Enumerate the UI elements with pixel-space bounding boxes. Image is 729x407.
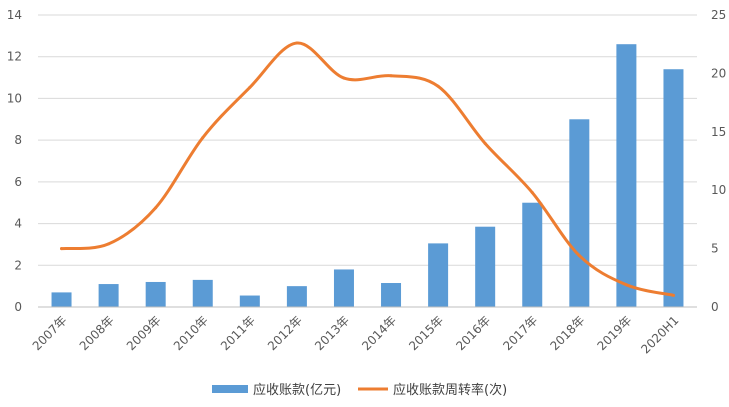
x-tick-label: 2020H1 (638, 313, 681, 356)
legend-label-line: 应收账款周转率(次) (393, 382, 507, 398)
right-tick-label: 15 (711, 125, 726, 139)
line-point (201, 136, 205, 140)
line-point (107, 242, 111, 246)
legend: 应收账款(亿元) 应收账款周转率(次) (212, 382, 507, 398)
line-point (60, 247, 64, 251)
x-tick-label: 2007年 (30, 313, 70, 353)
line-point (436, 84, 440, 88)
bar-series (51, 44, 684, 308)
legend-swatch-bar (212, 385, 248, 393)
x-tick-label: 2018年 (547, 313, 587, 353)
x-tick-label: 2011年 (218, 313, 258, 353)
line-path (60, 41, 675, 297)
line-point (483, 141, 487, 145)
bar (381, 283, 402, 307)
right-tick-label: 0 (711, 300, 719, 314)
x-tick-label: 2013年 (312, 313, 352, 353)
right-y-axis: 0 5 10 15 20 25 (711, 8, 726, 314)
x-axis: 2007年 2008年 2009年 2010年 2011年 2012年 2013年 2014年… (30, 306, 697, 356)
bar (522, 202, 543, 307)
line-point (248, 85, 252, 89)
gridlines (38, 14, 697, 308)
bar (192, 279, 213, 307)
left-tick-label: 8 (14, 133, 22, 147)
line-series (60, 41, 675, 297)
line-point (530, 191, 534, 195)
right-tick-label: 20 (711, 66, 726, 80)
x-tick-label: 2019年 (595, 313, 635, 353)
left-tick-label: 6 (14, 175, 22, 189)
right-tick-label: 5 (711, 242, 719, 256)
x-tick-label: 2014年 (359, 313, 399, 353)
bar (475, 226, 496, 307)
x-tick-label: 2015年 (406, 313, 446, 353)
bar (145, 281, 166, 307)
bar (333, 269, 354, 307)
x-tick-label: 2010年 (171, 313, 211, 353)
left-tick-label: 4 (14, 217, 22, 231)
left-tick-label: 2 (14, 258, 22, 272)
legend-label-bar: 应收账款(亿元) (253, 382, 341, 398)
x-tick-label: 2016年 (453, 313, 493, 353)
line-point (671, 293, 675, 297)
left-tick-label: 10 (7, 91, 22, 105)
line-point (389, 74, 393, 78)
bar (569, 119, 590, 308)
line-point (577, 254, 581, 258)
x-tick-label: 2012年 (265, 313, 305, 353)
left-y-axis: 0 2 4 6 8 10 12 14 (7, 8, 22, 314)
bar (663, 69, 684, 307)
line-point (295, 41, 299, 45)
line-point (624, 283, 628, 287)
bar (98, 284, 119, 307)
line-point (342, 76, 346, 80)
x-tick-label: 2017年 (500, 313, 540, 353)
left-tick-label: 12 (7, 50, 22, 64)
bar (239, 295, 260, 307)
line-point (154, 206, 158, 210)
right-tick-label: 25 (711, 8, 726, 22)
left-tick-label: 0 (14, 300, 22, 314)
bar (616, 44, 637, 307)
right-tick-label: 10 (711, 183, 726, 197)
x-tick-label: 2008年 (77, 313, 117, 353)
bar (428, 243, 449, 307)
left-tick-label: 14 (7, 8, 22, 22)
bar (286, 286, 307, 307)
x-tick-label: 2009年 (124, 313, 164, 353)
bar (51, 292, 72, 307)
